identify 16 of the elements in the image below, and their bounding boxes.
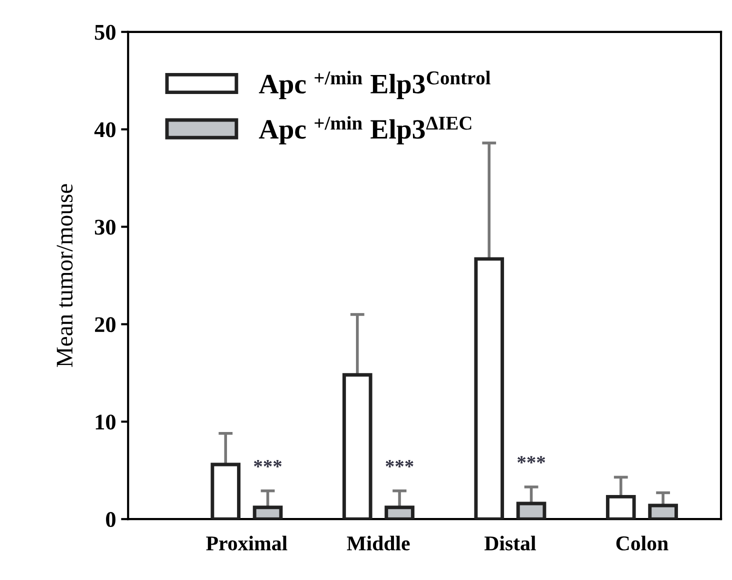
legend-label: Apc $^{+/min}$ Elp3$^{Control}$: [258, 70, 490, 100]
y-axis-title: Mean tumor/mouse: [56, 184, 73, 367]
y-tick-label: 0: [106, 512, 116, 528]
x-tick-label: Distal: [484, 536, 536, 550]
y-tick-label: 10: [96, 414, 116, 430]
y-tick-label: 40: [94, 122, 116, 138]
x-tick-label: Middle: [346, 536, 410, 550]
legend-label: Apc $^{+/min}$ Elp3$^{ΔIEC}$: [258, 116, 472, 144]
y-tick-label: 50: [94, 24, 116, 40]
annotation: ***: [518, 456, 546, 464]
annotation: ***: [254, 460, 282, 468]
y-tick-label: 30: [94, 220, 116, 235]
y-tick-label: 20: [95, 317, 116, 332]
x-tick-label: Colon: [616, 536, 668, 550]
x-tick-label: Proximal: [206, 536, 288, 550]
annotation: ***: [386, 460, 414, 468]
